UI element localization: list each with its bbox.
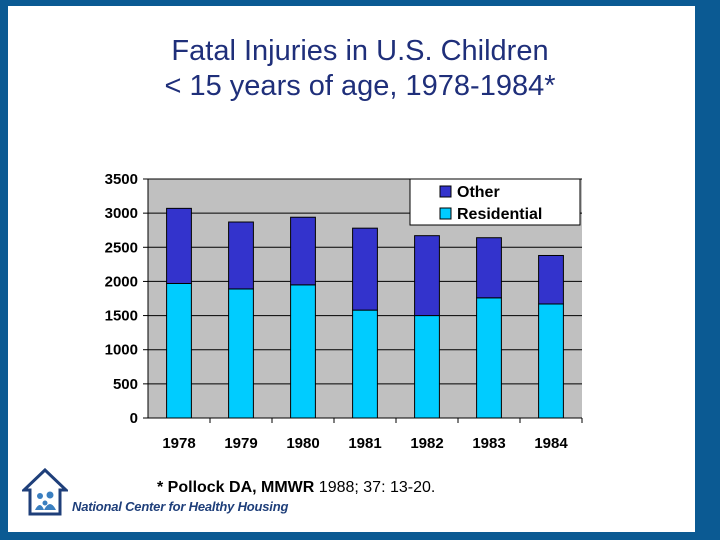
citation-bold: * Pollock DA, MMWR — [157, 479, 315, 496]
legend: Other Residential — [409, 178, 581, 226]
y-tick-label-0: 0 — [130, 410, 138, 427]
x-tick-label-1984: 1984 — [534, 435, 568, 452]
chart-title-line-2: < 15 years of age, 1978-1984* — [164, 70, 556, 102]
y-tick-label-500: 500 — [113, 376, 138, 393]
bar-other-1979 — [228, 221, 254, 290]
y-tick-label-2000: 2000 — [105, 273, 138, 290]
legend-label-other: Other — [457, 184, 500, 201]
legend-box — [409, 178, 581, 226]
x-tick-label-1983: 1983 — [472, 435, 505, 452]
x-tick-label-1982: 1982 — [410, 435, 443, 452]
house-family-icon — [20, 467, 70, 523]
bar-residential-1982 — [414, 315, 440, 419]
y-tick-label-3000: 3000 — [105, 205, 138, 222]
y-tick-label-3500: 3500 — [105, 171, 138, 188]
bar-residential-1978 — [166, 282, 192, 419]
chart-title: Fatal Injuries in U.S. Children < 15 yea… — [0, 34, 720, 104]
organization-name: National Center for Healthy Housing — [72, 499, 289, 514]
bar-other-1983 — [476, 237, 502, 299]
citation-detail: 1988; 37: 13-20. — [314, 479, 436, 496]
bar-other-1984 — [538, 254, 564, 305]
x-axis: 1978 1979 1980 1981 1982 1983 1984 — [148, 417, 583, 452]
y-axis: 0 500 1000 1500 2000 2500 3000 3500 — [105, 171, 149, 427]
citation-footnote: * Pollock DA, MMWR 1988; 37: 13-20. — [157, 479, 435, 497]
y-tick-label-1000: 1000 — [105, 342, 138, 359]
bar-other-1982 — [414, 235, 440, 317]
chart-title-line-1: Fatal Injuries in U.S. Children — [171, 35, 549, 67]
x-tick-label-1980: 1980 — [286, 435, 319, 452]
bar-other-1981 — [352, 227, 378, 311]
y-tick-label-1500: 1500 — [105, 308, 138, 325]
y-tick-label-2500: 2500 — [105, 239, 138, 256]
bars — [166, 207, 564, 419]
bar-other-1980 — [290, 216, 316, 286]
bar-residential-1980 — [290, 284, 316, 419]
bar-other-1978 — [166, 207, 192, 284]
legend-label-residential: Residential — [457, 206, 542, 223]
bar-residential-1981 — [352, 309, 378, 419]
bar-residential-1984 — [538, 303, 564, 419]
bar-residential-1979 — [228, 288, 254, 419]
x-tick-label-1981: 1981 — [348, 435, 381, 452]
legend-swatch-other — [439, 185, 452, 198]
legend-swatch-residential — [439, 207, 452, 220]
x-tick-label-1978: 1978 — [162, 435, 195, 452]
bar-residential-1983 — [476, 297, 502, 419]
x-tick-label-1979: 1979 — [224, 435, 257, 452]
